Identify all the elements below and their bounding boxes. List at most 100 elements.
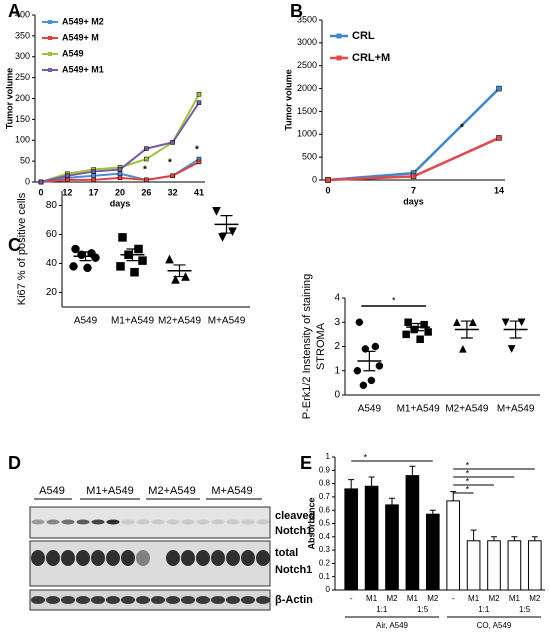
point bbox=[517, 318, 526, 327]
x-tick-label: M1+A549 bbox=[397, 404, 441, 415]
x-tick-label: A549 bbox=[74, 316, 98, 327]
x-tick-label: 41 bbox=[194, 187, 204, 197]
point bbox=[170, 140, 175, 145]
band bbox=[181, 519, 195, 525]
x-tick-label: M2 bbox=[529, 594, 541, 603]
point bbox=[218, 233, 227, 242]
legend-marker bbox=[48, 36, 52, 40]
y-tick-label: 2500 bbox=[297, 60, 317, 70]
group-label: CO, A549 bbox=[477, 621, 512, 630]
point bbox=[171, 274, 180, 284]
bar bbox=[487, 540, 501, 591]
bar bbox=[527, 540, 542, 591]
legend-marker bbox=[336, 55, 342, 61]
error-bar bbox=[368, 476, 375, 487]
y-axis-label: STROMA bbox=[315, 322, 327, 370]
point bbox=[65, 173, 70, 178]
series-line bbox=[327, 87, 500, 182]
band bbox=[166, 519, 180, 525]
panel-letter: E bbox=[300, 453, 312, 473]
band bbox=[226, 550, 240, 566]
x-tick-label: - bbox=[350, 594, 353, 603]
annotation: * bbox=[466, 484, 470, 494]
y-tick-label: 3500 bbox=[297, 14, 317, 24]
x-tick-label: M1 bbox=[509, 594, 521, 603]
x-tick-label: M1+A549 bbox=[111, 316, 155, 327]
point bbox=[170, 173, 175, 178]
y-tick-label: 50 bbox=[20, 156, 30, 166]
point bbox=[325, 177, 331, 183]
x-tick-label: 26 bbox=[141, 187, 151, 197]
y-tick-label: 80 bbox=[46, 200, 58, 211]
y-tick-label: 0.9 bbox=[319, 465, 331, 474]
x-tick-label: M1 bbox=[407, 594, 419, 603]
band bbox=[91, 596, 105, 604]
error-bar bbox=[429, 509, 436, 515]
band bbox=[196, 519, 210, 525]
band bbox=[121, 550, 135, 566]
y-tick-label: 0.6 bbox=[319, 505, 331, 514]
lane-label: M2+A549 bbox=[148, 485, 195, 497]
point bbox=[507, 345, 516, 353]
y-tick-label: 400 bbox=[15, 9, 30, 19]
point bbox=[138, 256, 147, 265]
error-bar bbox=[460, 320, 473, 339]
error-bar bbox=[79, 251, 92, 262]
y-tick-label: 0.7 bbox=[319, 492, 331, 501]
point bbox=[361, 345, 370, 353]
point bbox=[65, 177, 70, 183]
subgroup-label: 1:5 bbox=[519, 605, 531, 614]
bar bbox=[425, 513, 440, 591]
x-axis-label: days bbox=[403, 196, 424, 206]
band bbox=[31, 519, 45, 525]
legend-label: A549 bbox=[62, 48, 84, 58]
band bbox=[211, 519, 225, 525]
point bbox=[196, 159, 202, 165]
error-bar bbox=[509, 320, 522, 339]
band bbox=[91, 550, 105, 566]
point bbox=[117, 167, 123, 172]
bar bbox=[466, 540, 481, 591]
point bbox=[420, 320, 428, 329]
legend-label: A549+ M2 bbox=[62, 16, 104, 26]
point bbox=[144, 156, 149, 162]
y-tick-label: 1 bbox=[326, 452, 331, 461]
error-bar bbox=[389, 497, 395, 505]
point bbox=[367, 376, 376, 385]
point bbox=[458, 344, 467, 353]
band bbox=[136, 519, 150, 525]
annotation: * bbox=[392, 295, 396, 305]
band bbox=[256, 519, 270, 525]
point bbox=[91, 173, 96, 178]
annotation: * bbox=[466, 460, 470, 470]
y-tick-label: 20 bbox=[46, 287, 58, 298]
band bbox=[166, 596, 180, 604]
y-tick-label: 100 bbox=[15, 135, 30, 145]
band bbox=[151, 596, 165, 604]
error-bar bbox=[412, 322, 425, 332]
band bbox=[76, 596, 90, 604]
y-tick-label: 0.5 bbox=[319, 519, 331, 528]
y-axis-label: Ki67 % of positive cells bbox=[16, 192, 28, 305]
x-tick-label: 17 bbox=[89, 187, 99, 197]
band bbox=[61, 519, 75, 525]
annotation: * bbox=[364, 452, 368, 462]
legend-label: A549+ M1 bbox=[62, 64, 104, 74]
point bbox=[91, 177, 96, 183]
x-tick-label: 12 bbox=[62, 187, 72, 197]
point bbox=[196, 100, 202, 105]
annotation: * bbox=[143, 165, 147, 176]
band bbox=[46, 596, 60, 604]
y-tick-label: 0 bbox=[334, 390, 340, 401]
point bbox=[144, 146, 149, 151]
band bbox=[181, 550, 195, 566]
annotation: * bbox=[195, 145, 199, 156]
x-tick-label: M+A549 bbox=[497, 404, 535, 415]
error-bar bbox=[363, 350, 376, 372]
point bbox=[116, 262, 125, 271]
error-bar bbox=[470, 529, 477, 541]
y-axis-label: Tumor volume bbox=[283, 69, 293, 130]
point bbox=[91, 169, 96, 174]
lane-label: A549 bbox=[39, 485, 65, 497]
